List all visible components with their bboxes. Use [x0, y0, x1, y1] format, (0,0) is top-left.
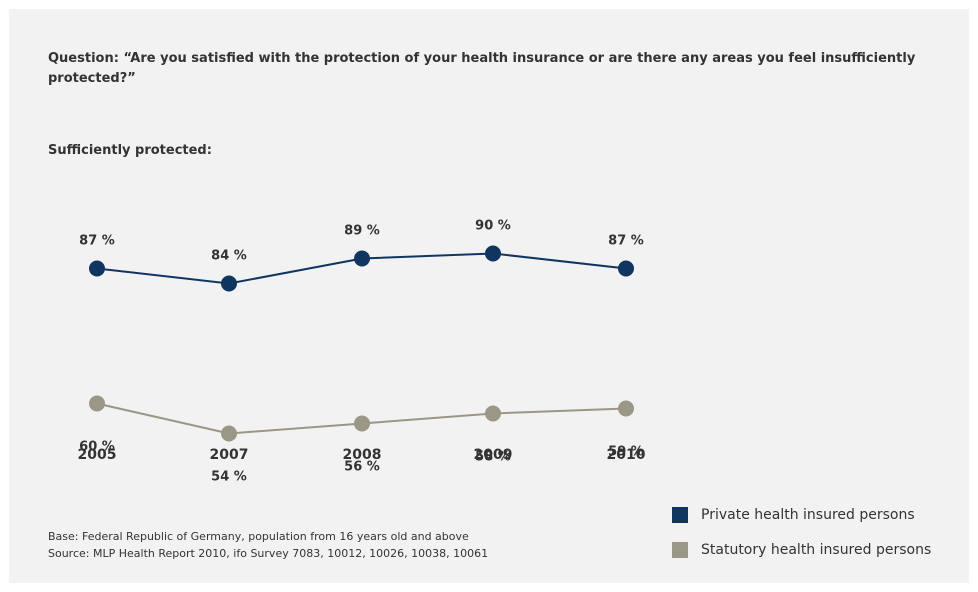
data-label-statutory-2009: 58 %	[475, 450, 511, 465]
data-point-statutory-2009	[485, 405, 501, 422]
data-label-statutory-2005: 60 %	[79, 440, 115, 455]
data-label-private-2010: 87 %	[608, 234, 644, 249]
data-label-statutory-2007: 54 %	[211, 470, 247, 485]
data-label-statutory-2008: 56 %	[344, 460, 380, 475]
legend: Private health insured persons Statutory…	[672, 505, 931, 575]
data-point-statutory-2005	[89, 395, 105, 412]
data-label-private-2009: 90 %	[475, 219, 511, 234]
legend-swatch-private	[672, 507, 688, 523]
legend-label-private: Private health insured persons	[701, 507, 915, 523]
data-label-private-2008: 89 %	[344, 224, 380, 239]
data-label-private-2005: 87 %	[79, 234, 115, 249]
x-tick-label-2010: 2010	[607, 447, 646, 463]
footnote-base: Base: Federal Republic of Germany, popul…	[48, 530, 469, 543]
data-point-private-2009	[485, 245, 501, 262]
data-point-statutory-2008	[354, 415, 370, 432]
footnote: Base: Federal Republic of Germany, popul…	[48, 528, 488, 562]
footnote-source: Source: MLP Health Report 2010, ifo Surv…	[48, 547, 489, 560]
chart-subtitle: Sufficiently protected:	[48, 143, 212, 158]
data-point-private-2005	[89, 260, 105, 277]
data-point-private-2007	[221, 275, 237, 292]
data-label-statutory-2010: 59 %	[608, 445, 644, 460]
x-tick-label-2005: 2005	[78, 447, 117, 463]
data-label-private-2007: 84 %	[211, 249, 247, 264]
x-tick-label-2007: 2007	[210, 447, 249, 463]
legend-item-statutory: Statutory health insured persons	[672, 540, 931, 560]
legend-swatch-statutory	[672, 542, 688, 558]
data-point-private-2008	[354, 250, 370, 267]
x-tick-label-2008: 2008	[343, 447, 382, 463]
data-point-statutory-2007	[221, 425, 237, 442]
question-text: Question: “Are you satisfied with the pr…	[48, 51, 916, 86]
data-point-private-2010	[618, 260, 634, 277]
legend-label-statutory: Statutory health insured persons	[701, 542, 932, 558]
x-tick-label-2009: 2009	[474, 447, 513, 463]
data-point-statutory-2010	[618, 400, 634, 417]
chart-panel	[9, 9, 969, 583]
legend-item-private: Private health insured persons	[672, 505, 931, 525]
